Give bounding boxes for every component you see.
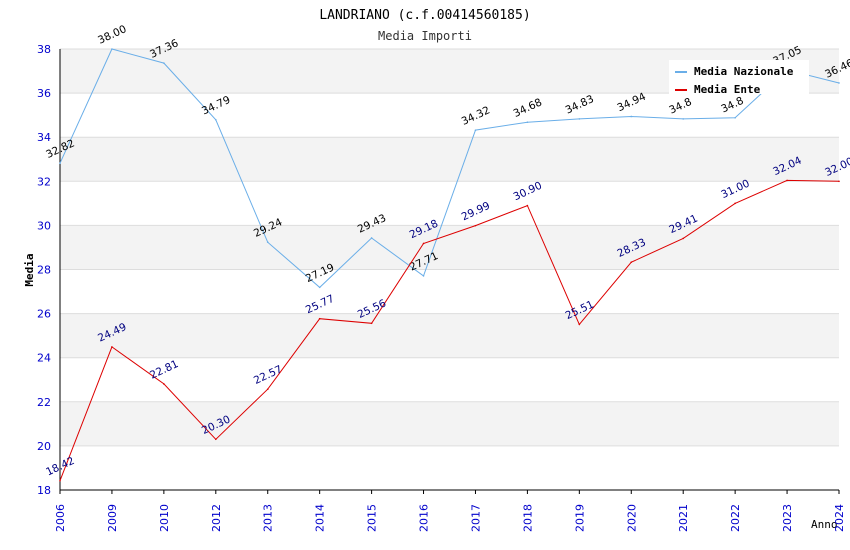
series-line-media-nazionale [59,48,840,289]
data-point [370,237,373,239]
data-point [318,317,321,320]
data-point [682,118,684,120]
data-point [526,204,529,207]
data-point [682,237,684,240]
data-point [838,82,840,84]
data-point [526,121,529,124]
y-axis-label: Media [23,253,36,286]
grid-band [60,401,839,446]
x-tick-label: 2024 [833,504,846,532]
y-tick-label: 20 [37,440,51,453]
grid-band [60,357,839,402]
chart-title: LANDRIANO (c.f.00414560185) [319,8,530,23]
series-line-media-ente [59,179,840,481]
data-point [266,241,269,243]
data-point [474,224,477,227]
data-point [163,62,165,64]
data-point [215,118,217,121]
y-tick-label: 26 [37,308,51,321]
data-point [786,179,788,182]
legend-label-ente: Media Ente [694,83,761,96]
x-tick-label: 2023 [781,504,794,532]
x-tick-label: 2019 [573,504,586,532]
grid-band [60,269,839,314]
data-point [111,48,113,50]
x-tick-label: 2009 [106,504,119,532]
grid-band [60,313,839,358]
grid [60,48,839,491]
grid-band [60,225,839,270]
chart-subtitle: Media Importi [378,29,472,43]
legend-box [669,60,809,94]
x-tick-label: 2010 [158,504,171,532]
x-tick-label: 2015 [366,504,379,532]
data-point [318,286,321,289]
grid-band [60,445,839,490]
x-tick-label: 2017 [469,504,482,532]
data-point [163,383,165,385]
x-tick-label: 2006 [54,504,67,532]
data-point [266,388,269,391]
x-tick-label: 2022 [729,504,742,532]
y-tick-label: 22 [37,396,51,409]
data-point [422,242,425,245]
data-point [630,115,633,118]
data-point [630,261,633,264]
x-axis-label: Anno [811,518,838,531]
data-point [59,479,61,482]
data-point [370,322,373,325]
legend-label-nazionale: Media Nazionale [694,65,794,78]
data-label: 38.00 [96,23,128,47]
x-tick-label: 2014 [314,504,327,532]
x-tick-label: 2020 [625,504,638,532]
data-point [215,438,217,441]
grid-band [60,93,839,138]
y-tick-label: 18 [37,484,51,497]
data-point [734,202,736,205]
y-tick-label: 38 [37,43,51,56]
x-tick-label: 2013 [262,504,275,532]
y-tick-label: 30 [37,219,51,232]
data-point [111,346,113,348]
x-tick-label: 2012 [210,504,223,532]
data-point [578,118,581,120]
x-tick-label: 2021 [677,504,690,532]
legend: Media Nazionale Media Ente [669,60,809,96]
data-point [422,275,425,277]
y-tick-label: 28 [37,264,51,277]
data-point [734,116,736,119]
y-tick-label: 34 [37,131,51,144]
x-tick-label: 2016 [418,504,431,532]
data-point [578,323,581,326]
data-point [474,129,477,131]
data-point [838,180,840,183]
y-tick-label: 32 [37,175,51,188]
x-tick-label: 2018 [521,504,534,532]
data-point [59,162,61,165]
y-tick-label: 36 [37,87,51,100]
y-tick-label: 24 [37,352,51,365]
grid-band [60,137,839,182]
